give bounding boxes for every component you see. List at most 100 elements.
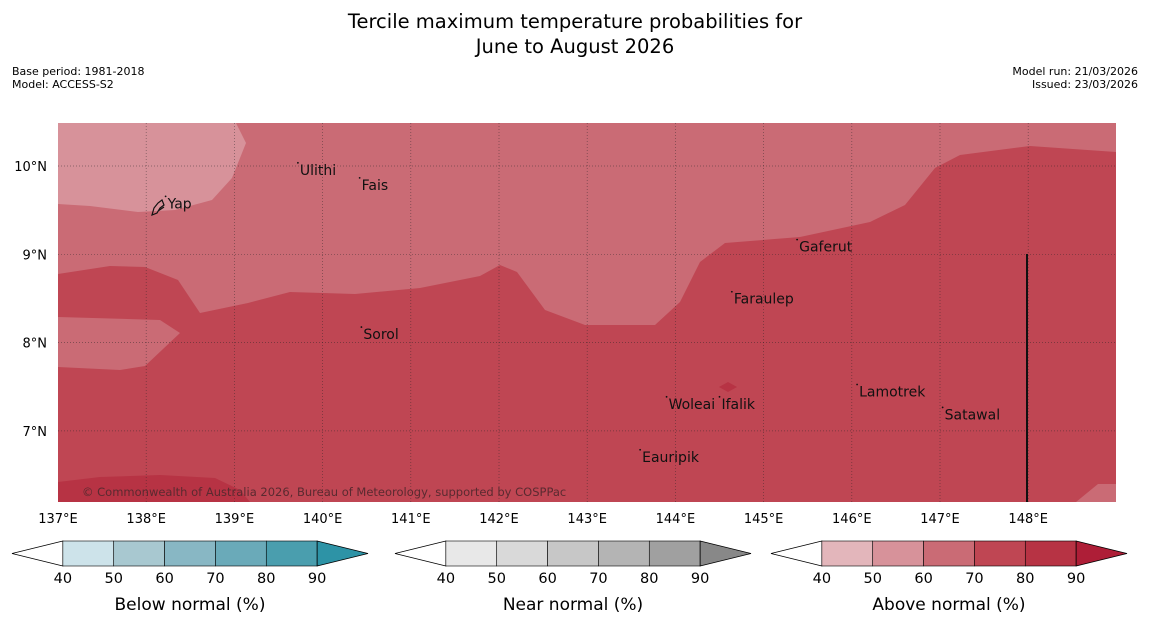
lon-tick-label: 141°E [391,512,431,527]
base-period-label: Base period: 1981-2018 [12,65,145,78]
lon-tick-label: 147°E [920,512,960,527]
colorbar-segment [598,540,650,567]
place-label: Yap [167,196,192,212]
meta-right: Model run: 21/03/2026 Issued: 23/03/2026 [1012,65,1138,91]
colorbar-tick-label: 70 [589,571,607,587]
colorbar-tick-label: 70 [206,571,224,587]
colorbar-above: 40 50 60 70 80 90 Above normal (%) [770,540,1128,615]
copyright-note: © Commonwealth of Australia 2026, Bureau… [82,485,566,499]
place-label: Lamotrek [859,384,926,400]
title-line-2: June to August 2026 [475,35,675,58]
place-marker [718,395,721,398]
lon-tick-label: 143°E [567,512,607,527]
colorbar-segment [821,540,874,567]
place-marker [941,406,944,409]
lat-tick-label: 8°N [23,337,48,352]
issued-label: Issued: 23/03/2026 [1031,78,1138,91]
place-label: Ulithi [300,163,336,179]
region-80-90-patch [719,382,737,392]
place-label: Gaferut [799,240,853,256]
region-60-70 [58,123,1116,325]
colorbar-segment [265,540,318,567]
colorbar-tick-label: 70 [965,571,983,587]
colorbar-extend-high [316,540,369,567]
colorbar-tick-label: 80 [640,571,658,587]
colorbar-tick-label: 50 [863,571,881,587]
colorbar-segment [1024,540,1077,567]
colorbar-extend-high [699,540,752,567]
colorbar-tick-label: 80 [1016,571,1034,587]
colorbar-title: Near normal (%) [503,595,643,615]
colorbar-segment [923,540,975,567]
place-marker [730,290,733,293]
colorbar-segment [113,540,165,567]
colorbar-segment [164,540,216,567]
colorbar-tick-label: 60 [914,571,932,587]
place-label: Sorol [363,327,398,343]
yap-island-outline [151,199,165,217]
place-marker [796,238,799,241]
region-50-60 [58,123,246,212]
colorbar-segment [62,540,115,567]
lon-tick-label: 140°E [303,512,343,527]
lon-tick-label: 137°E [38,512,78,527]
colorbar-tick-label: 50 [487,571,505,587]
graticule [58,123,1116,502]
colorbar-segment [547,540,599,567]
colorbar-tick-label: 40 [54,571,72,587]
colorbar-extend-high [1075,540,1128,567]
lat-tick-label: 10°N [14,160,47,175]
colorbar-title: Above normal (%) [872,595,1025,615]
colorbar-tick-label: 90 [1067,571,1085,587]
region-60-70-west [58,317,180,370]
place-label: Faraulep [734,292,794,308]
place-marker [358,176,361,179]
colorbar-segment [872,540,924,567]
axis-labels: 137°E 138°E 139°E 140°E 141°E 142°E 143°E 144°E… [14,160,1048,527]
colorbar-tick-label: 40 [437,571,455,587]
place-marker [297,161,299,164]
lon-tick-label: 144°E [656,512,696,527]
colorbar-extend-low [394,540,447,567]
lon-tick-label: 148°E [1008,512,1048,527]
lon-tick-label: 142°E [479,512,519,527]
place-label: Satawal [945,407,1000,423]
title-line-1: Tercile maximum temperature probabilitie… [347,10,803,33]
colorbar-extend-low [770,540,823,567]
colorbar-tick-label: 60 [155,571,173,587]
place-label: Eauripik [642,450,700,466]
place-marker [665,395,668,398]
meta-left: Base period: 1981-2018 Model: ACCESS-S2 [12,65,144,91]
place-label: Ifalik [722,397,756,413]
colorbar-segment [215,540,267,567]
colorbar-tick-label: 40 [813,571,831,587]
place-marker [856,383,858,386]
lat-tick-label: 9°N [23,248,48,263]
place-marker [639,448,642,451]
lon-tick-label: 145°E [744,512,784,527]
model-label: Model: ACCESS-S2 [12,78,114,91]
colorbar-tick-label: 50 [104,571,122,587]
chart-title: Tercile maximum temperature probabilitie… [0,9,1150,59]
region-80-90 [58,475,250,502]
model-run-label: Model run: 21/03/2026 [1012,65,1138,78]
place-label: Fais [362,178,389,194]
colorbar-title: Below normal (%) [115,595,266,615]
lon-tick-label: 138°E [126,512,166,527]
colorbar-segment [974,540,1026,567]
colorbar-near: 40 50 60 70 80 90 Near normal (%) [394,540,752,615]
colorbar-segment [496,540,548,567]
colorbar-tick-label: 80 [257,571,275,587]
place-marker [164,195,167,198]
colorbar-segment [445,540,498,567]
colorbar-tick-label: 90 [691,571,709,587]
place-label: Woleai [669,397,716,413]
lon-tick-label: 139°E [215,512,255,527]
colorbar-segment [648,540,701,567]
place-marker [360,326,363,328]
colorbar-tick-label: 90 [308,571,326,587]
lat-tick-label: 7°N [23,425,48,440]
colorbar-below: 40 50 60 70 80 90 Below normal (%) [11,540,369,615]
colorbar-tick-label: 60 [538,571,556,587]
